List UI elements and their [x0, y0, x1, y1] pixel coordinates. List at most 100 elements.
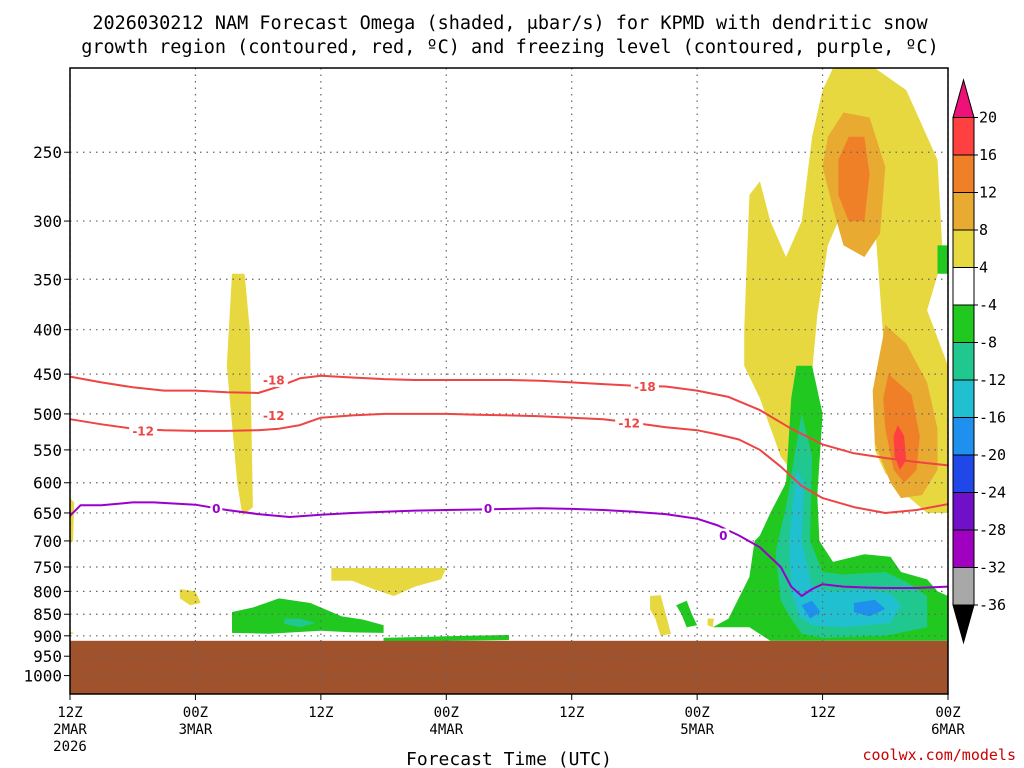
- colorbar-swatch-12: [952, 529, 975, 568]
- colorbar-swatch-2: [952, 154, 975, 193]
- x-axis-title: Forecast Time (UTC): [406, 749, 612, 768]
- omega-region-16: [383, 635, 509, 642]
- colorbar-label-5: -4: [979, 296, 997, 314]
- omega-region-15: [284, 618, 316, 628]
- colorbar-label-12: -32: [979, 559, 1006, 577]
- y-tick-label-11: 800: [33, 582, 62, 601]
- contour-label-7: 0: [719, 529, 727, 543]
- contour-label-0: -18: [263, 373, 285, 387]
- omega-region-6: [937, 245, 948, 274]
- colorbar-label-9: -20: [979, 446, 1006, 464]
- colorbar-label-7: -12: [979, 371, 1006, 389]
- colorbar-swatch-9: [952, 417, 975, 456]
- omega-region-14: [232, 598, 384, 634]
- colorbar-swatch-11: [952, 492, 975, 531]
- y-tick-label-10: 750: [33, 558, 62, 577]
- colorbar-swatch-1: [952, 117, 975, 156]
- contour-label-bg-3: [259, 408, 288, 423]
- omega-region-9: [70, 631, 75, 635]
- contour-label-4: -12: [618, 416, 640, 430]
- omega-region-17: [676, 600, 698, 628]
- y-tick-label-6: 550: [33, 441, 62, 460]
- omega-region-2: [838, 136, 870, 222]
- omega-region-11: [331, 568, 447, 596]
- colorbar-label-2: 12: [979, 184, 997, 202]
- contour-labels: -18 -18 -12 -12 -12 0 0 0: [129, 372, 730, 543]
- colorbar-swatch-13: [952, 567, 975, 606]
- colorbar-swatch-4: [952, 229, 975, 268]
- y-tick-label-2: 350: [33, 270, 62, 289]
- y-tick-label-5: 500: [33, 405, 62, 424]
- y-tick-label-13: 900: [33, 627, 62, 646]
- omega-region-18: [712, 365, 948, 641]
- colorbar-label-4: 4: [979, 259, 988, 277]
- contour-label-3: -12: [263, 409, 285, 423]
- colorbar-label-6: -8: [979, 334, 997, 352]
- y-tick-label-0: 250: [33, 143, 62, 162]
- colorbar-label-3: 8: [979, 221, 988, 239]
- omega-colorbar: 20 16 12 8 4 -4 -8 -12 -16 -20 -24 -28 -32 -36: [952, 78, 1006, 645]
- contour-label-bg-7: [717, 528, 730, 543]
- chart-title-line-1: 2026030212 NAM Forecast Omega (shaded, μ…: [92, 13, 928, 34]
- omega-region-22: [853, 599, 886, 617]
- x-tick-date-7: 6MAR: [931, 722, 965, 738]
- y-axis: 250 300 350 400 450 500 550 600 650 700 750 800 850 9…: [23, 143, 70, 686]
- contour-label-5: 0: [212, 502, 220, 516]
- colorbar-label-0: 20: [979, 109, 997, 127]
- y-tick-label-1: 300: [33, 212, 62, 231]
- x-tick-date-0: 2MAR: [53, 722, 87, 738]
- omega-region-7: [226, 273, 253, 516]
- x-tick-year-0: 2026: [53, 739, 87, 755]
- chart-title-line-2: growth region (contoured, red, ºC) and f…: [81, 37, 939, 58]
- y-tick-label-15: 1000: [23, 667, 62, 686]
- credit-text: coolwx.com/models: [862, 746, 1016, 764]
- x-tick-label-0: 12Z: [57, 705, 82, 721]
- omega-region-19: [775, 413, 928, 638]
- omega-region-8: [70, 498, 75, 544]
- contour-label-bg-1: [630, 379, 659, 394]
- contour-label-bg-2: [129, 423, 158, 438]
- omega-region-21: [801, 600, 821, 619]
- colorbar-label-1: 16: [979, 146, 997, 164]
- contour-label-6: 0: [484, 502, 492, 516]
- x-tick-date-5: 5MAR: [680, 722, 714, 738]
- y-tick-label-14: 950: [33, 647, 62, 666]
- plot-frame: [69, 67, 949, 695]
- y-tick-label-9: 700: [33, 532, 62, 551]
- x-tick-label-5: 00Z: [684, 705, 709, 721]
- colorbar-swatch-8: [952, 379, 975, 418]
- colorbar-swatch-10: [952, 454, 975, 493]
- x-tick-date-1: 3MAR: [179, 722, 213, 738]
- x-tick-label-7: 00Z: [935, 705, 960, 721]
- contour-line-0: [69, 374, 949, 467]
- x-tick-label-1: 00Z: [183, 705, 208, 721]
- ground-below-surface: [70, 640, 948, 694]
- colorbar-swatch-0: [952, 78, 975, 118]
- omega-region-13: [707, 618, 714, 628]
- colorbar-swatch-6: [952, 304, 975, 343]
- omega-region-4: [883, 374, 920, 483]
- y-tick-label-7: 600: [33, 474, 62, 493]
- colorbar-label-13: -36: [979, 596, 1006, 614]
- contour-label-bg-5: [210, 501, 223, 516]
- y-tick-label-4: 450: [33, 365, 62, 384]
- x-tick-label-3: 00Z: [434, 705, 459, 721]
- y-tick-label-8: 650: [33, 504, 62, 523]
- colorbar-swatch-5: [952, 267, 975, 306]
- omega-region-20: [789, 469, 901, 628]
- contour-label-bg-6: [482, 501, 495, 516]
- x-tick-label-4: 12Z: [559, 705, 584, 721]
- contour-line-1: [69, 412, 949, 514]
- y-tick-label-12: 850: [33, 605, 62, 624]
- colorbar-swatch-7: [952, 342, 975, 381]
- colorbar-swatch-3: [952, 192, 975, 231]
- plot-area: -18 -18 -12 -12 -12 0 0 0: [69, 67, 949, 695]
- x-tick-date-3: 4MAR: [429, 722, 463, 738]
- contour-label-bg-4: [615, 415, 644, 430]
- contour-label-2: -12: [132, 424, 154, 438]
- contour-label-1: -18: [634, 380, 656, 394]
- omega-region-12: [650, 595, 671, 636]
- colorbar-swatch-14: [952, 604, 975, 645]
